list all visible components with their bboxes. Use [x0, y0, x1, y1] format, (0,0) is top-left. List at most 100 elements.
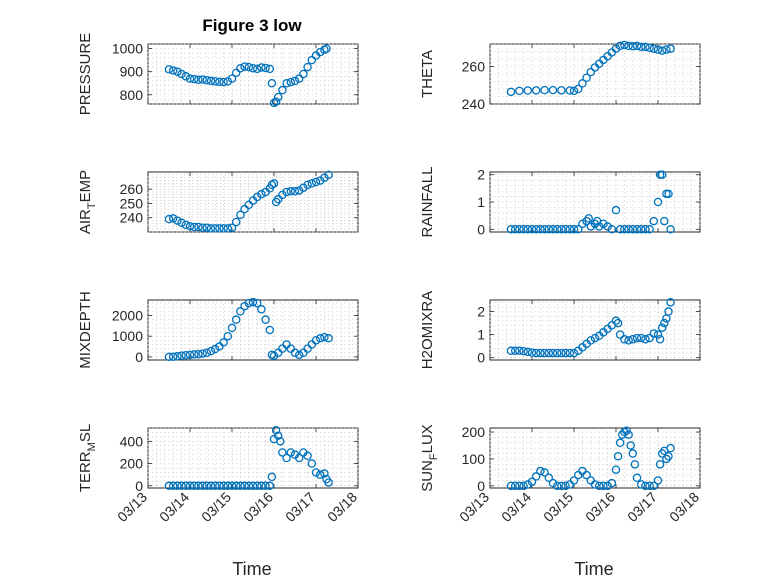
data-point	[655, 460, 665, 469]
x-tick-label: 03/18	[324, 489, 360, 525]
data-point	[557, 225, 566, 234]
data-point	[219, 224, 228, 233]
y-tick-label: 240	[462, 96, 486, 112]
data-point	[276, 437, 285, 446]
data-point	[565, 348, 575, 358]
data-point	[273, 194, 283, 204]
data-point	[185, 222, 195, 231]
data-point	[257, 63, 266, 72]
data-point	[181, 481, 191, 491]
data-point	[311, 468, 321, 477]
data-point	[173, 67, 182, 76]
data-point	[231, 68, 241, 78]
data-point	[565, 225, 575, 234]
y-tick-label: 0	[477, 478, 485, 494]
data-point	[282, 187, 291, 197]
data-point	[267, 472, 277, 482]
data-point	[657, 170, 667, 179]
data-point	[615, 438, 625, 448]
data-point	[666, 443, 675, 453]
data-point	[252, 481, 262, 491]
y-tick-label: 2000	[112, 308, 143, 324]
data-point	[252, 298, 262, 308]
data-point	[548, 225, 558, 234]
data-point	[544, 225, 554, 234]
data-point	[324, 334, 333, 343]
data-point	[215, 224, 224, 233]
data-point	[261, 315, 270, 324]
data-point	[198, 223, 207, 232]
data-point	[202, 481, 212, 491]
data-point	[620, 334, 629, 344]
y-axis-label-rainfall: RAINFALL	[419, 167, 436, 238]
data-point	[628, 225, 638, 234]
data-point	[173, 216, 182, 225]
data-point	[320, 469, 329, 478]
data-point	[173, 481, 182, 491]
data-point	[299, 183, 308, 192]
data-point	[227, 74, 237, 83]
data-point	[315, 470, 325, 479]
data-point	[641, 334, 650, 344]
data-point	[607, 478, 617, 488]
data-point	[206, 76, 216, 86]
data-point	[240, 62, 249, 71]
data-point	[548, 85, 558, 95]
panel-terr-msl: 0 200 400 03/13 03/14 03/15 03/16 03/17 03/18 TER…	[77, 424, 360, 525]
data-point	[257, 189, 266, 199]
y-axis-label-terr-msl: TERRMSL	[77, 424, 98, 492]
data-point	[632, 41, 642, 51]
data-point	[653, 197, 663, 207]
data-point	[615, 330, 625, 339]
data-point	[168, 214, 178, 223]
panel-sun-flux: 0 100 200 03/13 03/14 03/15 03/16 03/17 03/18 SUN…	[419, 424, 702, 525]
data-point	[586, 222, 596, 231]
y-tick-label: 900	[120, 64, 144, 80]
data-point	[168, 66, 178, 75]
data-point	[657, 323, 667, 332]
data-point	[599, 481, 608, 491]
data-point	[628, 334, 638, 344]
y-tick-label: 250	[120, 195, 144, 211]
data-point	[271, 425, 281, 435]
x-tick-label: 03/14	[498, 489, 534, 525]
x-axis-label-left: Time	[232, 559, 271, 579]
data-point	[236, 210, 245, 220]
data-point	[561, 348, 570, 358]
x-tick-label: 03/16	[582, 489, 618, 525]
data-point	[540, 85, 549, 95]
data-point	[649, 44, 659, 53]
data-point	[173, 352, 182, 361]
data-point	[636, 225, 646, 234]
data-point	[215, 481, 224, 491]
data-point	[177, 481, 186, 491]
data-point	[248, 297, 258, 307]
data-point	[523, 347, 533, 357]
data-point	[506, 225, 516, 234]
data-point	[210, 344, 220, 354]
data-point	[290, 187, 300, 196]
data-point	[320, 173, 329, 182]
y-tick-label: 0	[135, 478, 143, 494]
data-point	[164, 352, 174, 362]
data-point	[267, 78, 277, 88]
data-point	[662, 45, 671, 54]
data-point	[303, 180, 312, 190]
data-point	[278, 448, 287, 457]
data-point	[189, 222, 199, 232]
data-point	[641, 225, 650, 234]
data-point	[582, 470, 591, 480]
data-point	[666, 298, 675, 307]
data-point	[307, 55, 317, 65]
data-point	[531, 348, 541, 358]
y-tick-label: 1	[477, 327, 485, 343]
y-tick-label: 1000	[112, 328, 143, 344]
x-tick-label: 03/15	[198, 489, 234, 525]
y-tick-label: 2	[477, 167, 485, 183]
data-point	[548, 478, 558, 488]
data-point	[244, 298, 254, 308]
data-point	[573, 225, 583, 234]
data-point	[273, 92, 283, 102]
data-point	[641, 481, 650, 491]
